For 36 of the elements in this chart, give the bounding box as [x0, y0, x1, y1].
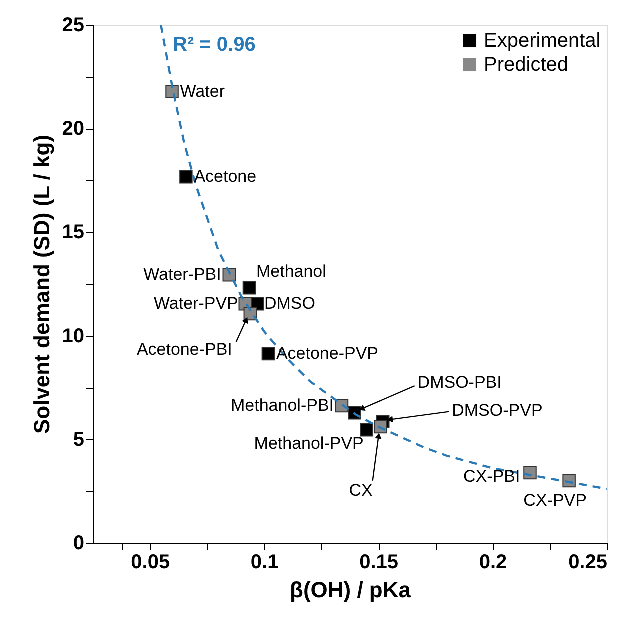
- x-tick-label: 0.2: [479, 552, 508, 574]
- x-tick-label: 0.1: [250, 552, 279, 574]
- y-tick-label: 15: [62, 222, 84, 244]
- y-tick-label: 10: [62, 325, 84, 348]
- point: [180, 170, 193, 184]
- point: [262, 347, 276, 361]
- annotation: CX: [349, 480, 373, 500]
- annotation: Acetone-PVP: [276, 344, 379, 364]
- y-tick-label: 5: [73, 428, 84, 451]
- legend-label: Experimental: [484, 30, 601, 52]
- point: [242, 282, 256, 295]
- annotation: R² = 0.96: [173, 34, 256, 56]
- y-tick-label: 0: [73, 532, 84, 554]
- annotation: DMSO-PBI: [418, 373, 502, 392]
- annotation: Acetone: [194, 167, 257, 186]
- annotation: Methanol: [256, 262, 326, 282]
- y-axis-title: Solvent demand (SD) (L / kg): [29, 134, 54, 434]
- point: [360, 423, 374, 437]
- annotation: DMSO: [264, 294, 316, 314]
- annotation: Methanol-PVP: [254, 434, 364, 454]
- x-tick-label: 0.05: [131, 552, 170, 574]
- y-tick-label: 20: [62, 118, 84, 140]
- annotation: DMSO-PVP: [452, 400, 543, 420]
- x-axis-title: β(OH) / pKa: [290, 578, 412, 602]
- annotation: CX-PBI: [464, 466, 520, 486]
- annotation: Water: [180, 82, 226, 101]
- legend-label: Predicted: [484, 54, 568, 76]
- x-tick-label: 0.25: [568, 552, 608, 574]
- annotation: Water-PBI: [144, 265, 222, 284]
- annotation: CX-PVP: [524, 491, 587, 510]
- annotation: Water-PVP: [154, 294, 238, 314]
- x-tick-label: 0.15: [360, 552, 399, 574]
- point: [166, 85, 179, 99]
- y-tick-label: 25: [62, 14, 84, 36]
- annotation: Acetone-PBI: [136, 340, 232, 360]
- annotation: Methanol-PBI: [231, 396, 334, 416]
